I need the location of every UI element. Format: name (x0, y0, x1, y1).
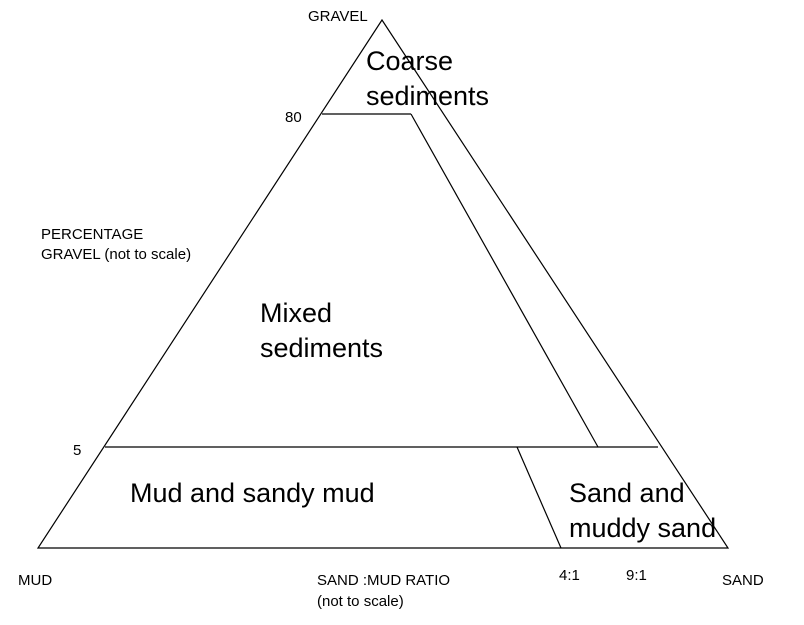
region-label-sand-line1: Sand and (569, 478, 685, 508)
tick-label-4-1: 4:1 (559, 567, 580, 584)
tick-label-5: 5 (73, 442, 82, 459)
tick-label-80: 80 (285, 109, 302, 126)
left-axis-title-line2: GRAVEL (not to scale) (41, 246, 192, 263)
bottom-axis-title-line1: SAND :MUD RATIO (317, 572, 451, 589)
region-label-coarse-line2: sediments (366, 81, 490, 111)
outer-triangle (36, 18, 730, 549)
tick-label-9-1: 9:1 (626, 567, 647, 584)
region-label-mixed-line1: Mixed (260, 298, 333, 328)
region-label-sand-line2: muddy sand (569, 513, 717, 543)
region-label-mixed-line2: sediments (260, 333, 384, 363)
left-axis-title-line1: PERCENTAGE (41, 226, 144, 243)
vertex-label-gravel: GRAVEL (308, 8, 368, 25)
boundary-sand-mud-9-1 (410, 113, 599, 448)
boundary-sand-mud-4-1 (516, 446, 562, 549)
region-label-coarse-line1: Coarse (366, 46, 454, 76)
region-label-mud: Mud and sandy mud (130, 478, 375, 508)
vertex-label-sand: SAND (722, 572, 764, 589)
bottom-axis-title-line2: (not to scale) (317, 593, 404, 610)
vertex-label-mud: MUD (18, 572, 53, 589)
